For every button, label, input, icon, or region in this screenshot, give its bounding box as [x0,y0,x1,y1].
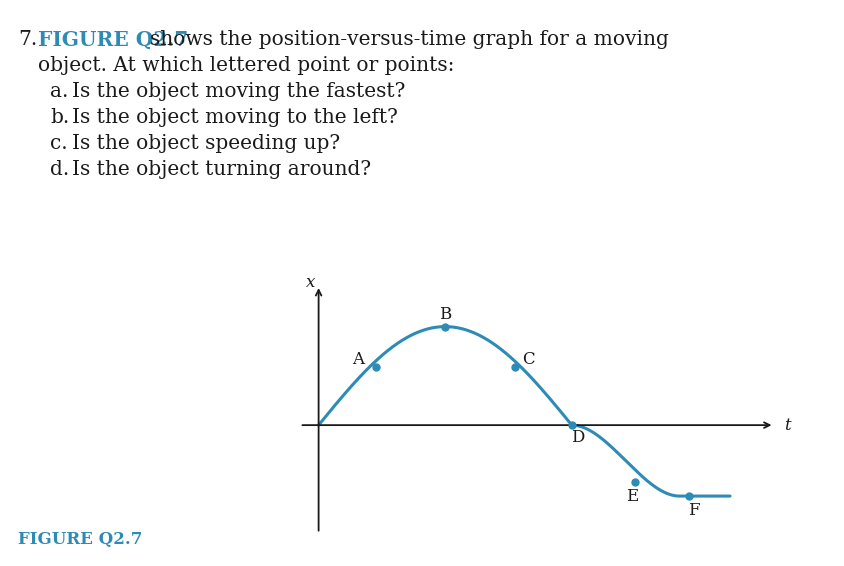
Text: x: x [306,274,316,291]
Text: B: B [439,306,452,323]
Text: Is the object speeding up?: Is the object speeding up? [72,134,340,153]
Text: d.: d. [50,160,69,179]
Text: Is the object moving the fastest?: Is the object moving the fastest? [72,82,405,101]
Text: E: E [625,487,638,504]
Text: a.: a. [50,82,68,101]
Text: c.: c. [50,134,68,153]
Text: 7.: 7. [18,30,37,49]
Text: C: C [522,350,535,367]
Text: b.: b. [50,108,69,127]
Text: FIGURE Q2.7: FIGURE Q2.7 [38,30,188,50]
Text: object. At which lettered point or points:: object. At which lettered point or point… [38,56,455,75]
Text: F: F [688,503,700,520]
Text: D: D [571,430,585,447]
Text: Is the object moving to the left?: Is the object moving to the left? [72,108,398,127]
Text: shows the position-versus-time graph for a moving: shows the position-versus-time graph for… [150,30,669,49]
Text: Is the object turning around?: Is the object turning around? [72,160,371,179]
Text: t: t [784,417,791,434]
Text: FIGURE Q2.7: FIGURE Q2.7 [18,531,143,548]
Text: A: A [352,350,364,367]
